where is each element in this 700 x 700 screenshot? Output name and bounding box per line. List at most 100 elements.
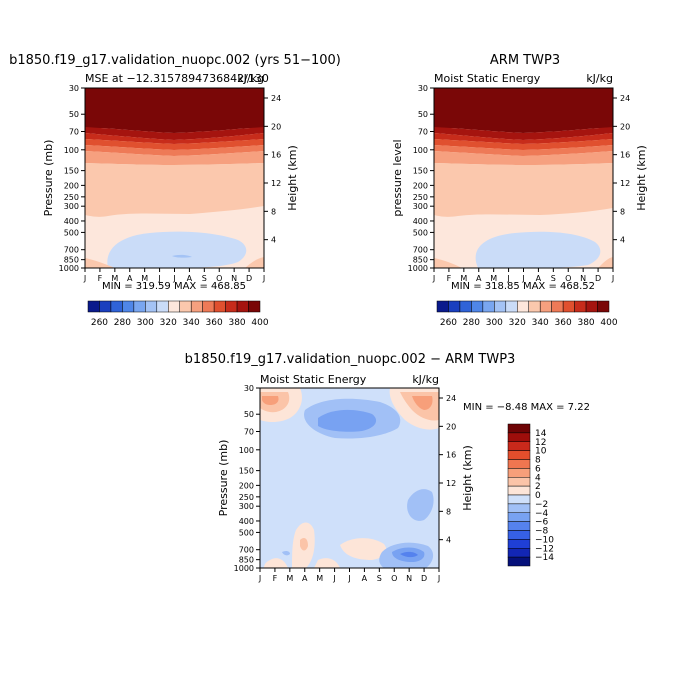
- y-tick-label: 200: [64, 181, 79, 190]
- y-tick-label: 850: [413, 256, 428, 265]
- x-tick-label: J: [521, 274, 524, 283]
- y-tick-label: 500: [239, 528, 254, 537]
- x-tick-label: O: [565, 274, 571, 283]
- y-right-tick-label: 4: [271, 236, 276, 245]
- colorbar-swatch: [482, 300, 495, 313]
- colorbar-swatch: [528, 300, 541, 313]
- colorbar-label: 380: [577, 318, 594, 328]
- colorbar-swatch: [156, 300, 169, 313]
- obs-subtitle-left: Moist Static Energy: [434, 72, 541, 85]
- x-tick-label: A: [187, 274, 193, 283]
- diff-y-ticks-right: 24 20 16 12 8 4: [439, 394, 456, 545]
- colorbar-label: −4: [535, 509, 549, 519]
- obs-y-ticks-right: 24 20 16 12 8 4: [613, 94, 630, 245]
- model-plot-area: [84, 87, 265, 269]
- x-tick-label: S: [377, 574, 382, 583]
- x-tick-label: J: [437, 574, 440, 583]
- colorbar-swatch: [179, 300, 192, 313]
- y-tick-label: 200: [239, 481, 254, 490]
- colorbar-label: 6: [535, 464, 541, 474]
- y-tick-label: 50: [69, 110, 79, 119]
- y-tick-label: 400: [64, 217, 79, 226]
- x-tick-label: A: [362, 574, 368, 583]
- y-tick-label: 100: [239, 446, 254, 455]
- y-tick-label: 30: [69, 84, 79, 93]
- x-tick-label: J: [262, 274, 265, 283]
- colorbar-swatch: [507, 468, 531, 478]
- x-tick-label: N: [231, 274, 237, 283]
- y-right-tick-label: 24: [271, 94, 281, 103]
- x-tick-label: F: [98, 274, 103, 283]
- colorbar-swatch: [248, 300, 261, 313]
- y-tick-label: 250: [239, 493, 254, 502]
- y-tick-label: 1000: [234, 564, 254, 573]
- y-right-tick-label: 20: [620, 122, 630, 131]
- diff-title: b1850.f19_g17.validation_nuopc.002 − ARM…: [185, 352, 516, 367]
- colorbar-label: 14: [535, 429, 547, 439]
- y-tick-label: 70: [244, 427, 254, 436]
- x-tick-label: M: [460, 274, 467, 283]
- colorbar-label: −8: [535, 527, 549, 537]
- colorbar-swatch: [507, 459, 531, 469]
- diff-subtitle-left: Moist Static Energy: [260, 373, 367, 386]
- y-right-tick-label: 12: [620, 179, 630, 188]
- colorbar-swatch: [562, 300, 575, 313]
- y-right-tick-label: 16: [620, 151, 630, 160]
- y-tick-label: 250: [413, 193, 428, 202]
- colorbar-swatch: [507, 512, 531, 522]
- y-tick-label: 300: [64, 202, 79, 211]
- y-tick-label: 150: [239, 467, 254, 476]
- colorbar-label: 300: [486, 318, 503, 328]
- x-tick-label: A: [476, 274, 482, 283]
- x-tick-label: J: [83, 274, 86, 283]
- y-right-tick-label: 20: [271, 122, 281, 131]
- colorbar-label: 0: [535, 491, 541, 501]
- x-tick-label: M: [141, 274, 148, 283]
- colorbar-label: 280: [463, 318, 480, 328]
- x-tick-label: J: [432, 274, 435, 283]
- y-right-tick-label: 8: [446, 507, 451, 516]
- colorbar-label: 400: [251, 318, 268, 328]
- obs-stats: MIN = 318.85 MAX = 468.52: [451, 281, 595, 292]
- model-colorbar: 260 280 300 320 340 360 380 400: [87, 300, 269, 328]
- diff-subtitle-right: kJ/kg: [412, 373, 439, 386]
- y-tick-label: 300: [239, 502, 254, 511]
- diff-stats: MIN = −8.48 MAX = 7.22: [463, 402, 590, 413]
- x-tick-label: J: [157, 274, 160, 283]
- colorbar-swatch: [507, 530, 531, 540]
- model-y-ticks-right: 24 20 16 12 8 4: [264, 94, 281, 245]
- y-right-tick-label: 12: [446, 479, 456, 488]
- diff-ylabel-right: Height (km): [461, 445, 474, 511]
- x-tick-label: F: [273, 574, 278, 583]
- obs-plot-area: [433, 87, 614, 269]
- colorbar-label: −2: [535, 500, 548, 510]
- x-tick-label: M: [490, 274, 497, 283]
- model-subtitle-left: MSE at −12.3157894736842/130: [85, 72, 269, 85]
- colorbar-label: 280: [114, 318, 131, 328]
- colorbar-label: 320: [160, 318, 177, 328]
- y-tick-label: 70: [418, 127, 428, 136]
- colorbar-swatch: [507, 441, 531, 451]
- colorbar-swatch: [539, 300, 552, 313]
- y-tick-label: 100: [413, 146, 428, 155]
- y-right-tick-label: 4: [446, 536, 451, 545]
- x-tick-label: N: [580, 274, 586, 283]
- y-tick-label: 200: [413, 181, 428, 190]
- colorbar-swatch: [459, 300, 472, 313]
- colorbar-swatch: [585, 300, 598, 313]
- y-tick-label: 30: [244, 384, 254, 393]
- colorbar-swatch: [145, 300, 158, 313]
- colorbar-label: 260: [440, 318, 457, 328]
- colorbar-swatch: [471, 300, 484, 313]
- y-tick-label: 1000: [408, 264, 428, 273]
- colorbar-label: 380: [228, 318, 245, 328]
- x-tick-label: A: [127, 274, 133, 283]
- y-right-tick-label: 20: [446, 422, 456, 431]
- y-tick-label: 30: [418, 84, 428, 93]
- colorbar-swatch: [190, 300, 203, 313]
